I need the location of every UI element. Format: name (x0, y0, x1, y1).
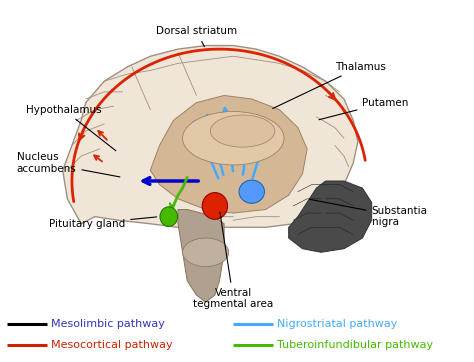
Ellipse shape (239, 180, 264, 203)
Text: Thalamus: Thalamus (273, 62, 386, 109)
Text: Mesolimbic pathway: Mesolimbic pathway (51, 319, 165, 329)
Ellipse shape (182, 111, 284, 165)
Ellipse shape (182, 238, 229, 266)
Ellipse shape (160, 207, 178, 227)
Polygon shape (150, 96, 307, 213)
Text: Tuberoinfundibular pathway: Tuberoinfundibular pathway (277, 340, 433, 350)
Text: Hypothalamus: Hypothalamus (26, 105, 116, 151)
Ellipse shape (202, 193, 228, 219)
Ellipse shape (210, 115, 275, 147)
Text: Ventral
tegmental area: Ventral tegmental area (193, 212, 273, 310)
Text: Pituitary gland: Pituitary gland (49, 217, 157, 229)
Text: Dorsal striatum: Dorsal striatum (156, 26, 237, 47)
Text: Substantia
nigra: Substantia nigra (310, 199, 428, 227)
Text: Putamen: Putamen (319, 98, 409, 120)
Text: Nucleus
accumbens: Nucleus accumbens (17, 152, 120, 177)
Polygon shape (63, 46, 358, 227)
Text: Nigrostriatal pathway: Nigrostriatal pathway (277, 319, 398, 329)
Polygon shape (178, 210, 224, 302)
Text: Mesocortical pathway: Mesocortical pathway (51, 340, 173, 350)
Polygon shape (289, 181, 372, 252)
